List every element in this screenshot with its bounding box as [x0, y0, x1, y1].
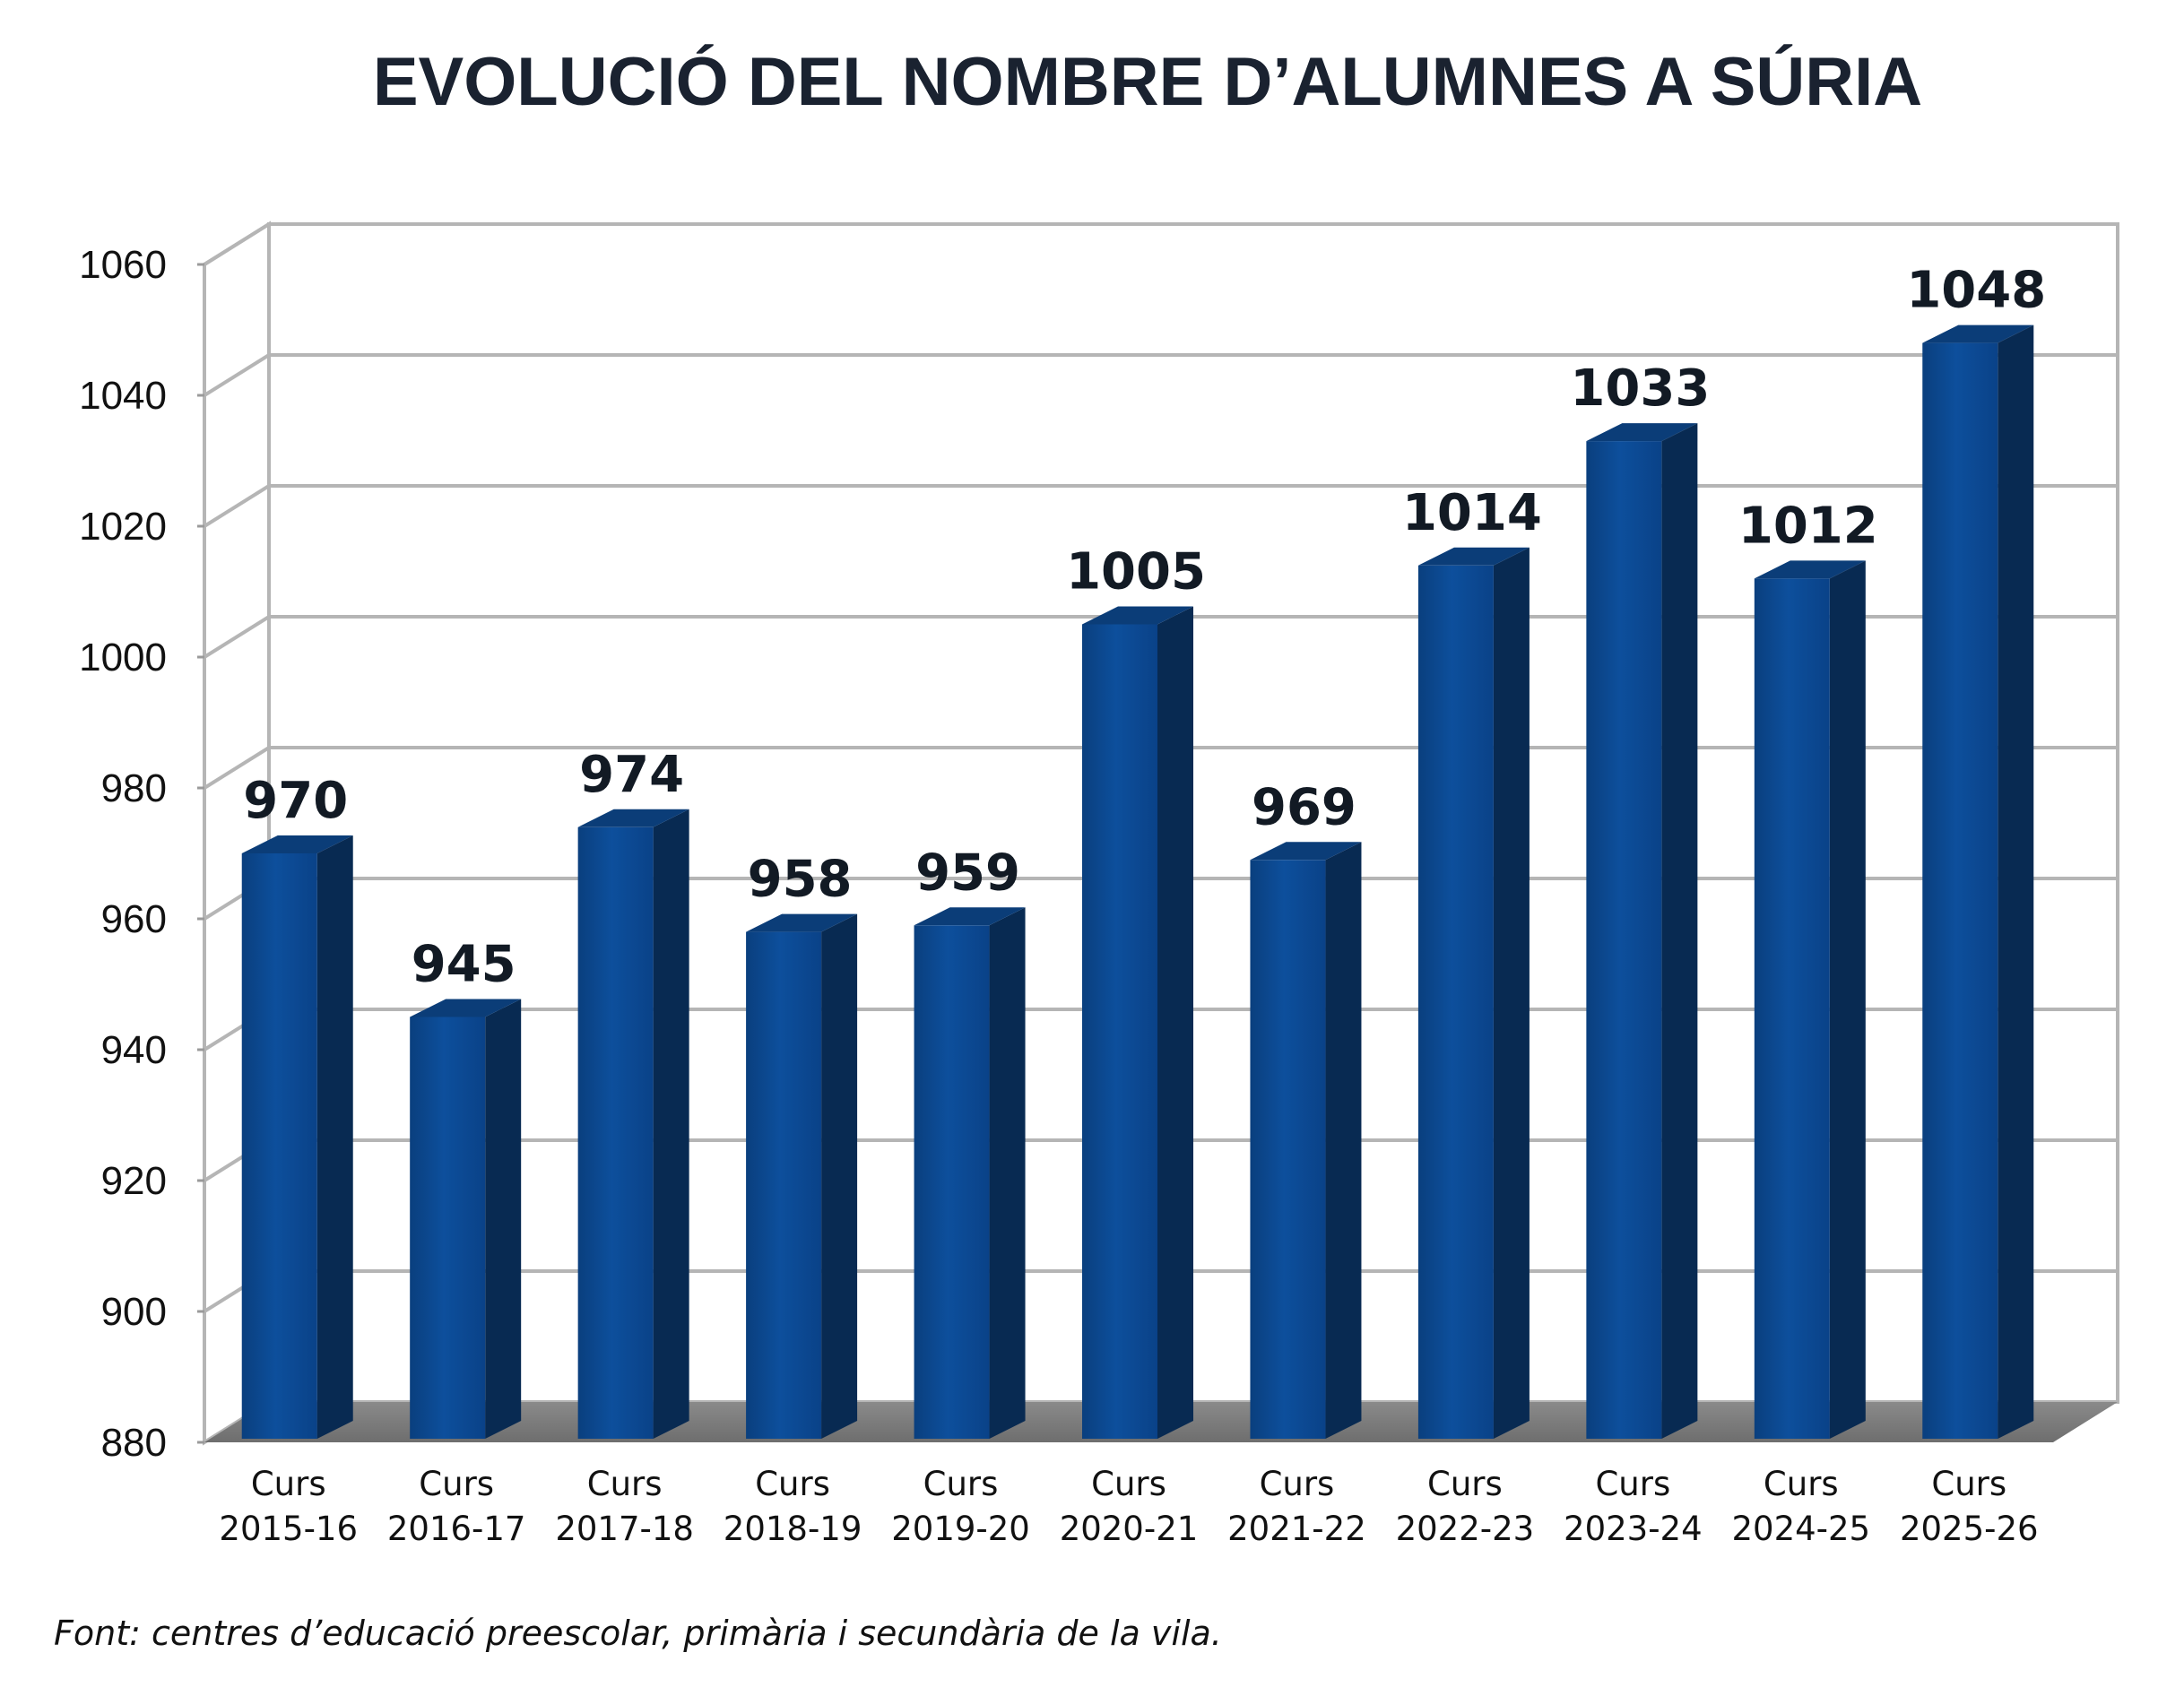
bar [1417, 547, 1530, 1439]
bar-side [1325, 842, 1362, 1439]
y-tick-label: 940 [101, 1028, 167, 1072]
bar-side [989, 907, 1026, 1439]
data-label: 1005 [1066, 543, 1206, 601]
gridline-side [203, 746, 271, 790]
y-tick-label: 1000 [79, 636, 167, 679]
category-labels: Curs 2015-16 Curs 2016-17 Curs 2017-18 Curs 201… [219, 1465, 2038, 1548]
bar-front [1250, 860, 1326, 1439]
x-tick-label: 2017-18 [555, 1510, 694, 1548]
x-tick-label: Curs [1764, 1465, 1839, 1503]
bar-top [1417, 547, 1530, 566]
bar-side [1157, 606, 1193, 1439]
bar-side [653, 809, 689, 1439]
y-tick-label: 960 [101, 897, 167, 941]
gridline-side [203, 222, 271, 266]
data-label: 959 [915, 844, 1020, 902]
x-tick-label: Curs [251, 1465, 326, 1503]
x-tick-label: Curs [587, 1465, 663, 1503]
bar-front [1417, 565, 1494, 1439]
bar-top [1082, 606, 1193, 625]
data-label: 1012 [1738, 497, 1878, 555]
x-tick-label: 2016-17 [387, 1510, 526, 1548]
x-tick-label: Curs [1260, 1465, 1335, 1503]
x-tick-label: Curs [1427, 1465, 1503, 1503]
x-tick-label: 2023-24 [1564, 1510, 1703, 1548]
bar-top [1250, 842, 1362, 861]
bar-top [746, 913, 858, 932]
bar-front [241, 853, 317, 1439]
x-tick-label: 2025-26 [1900, 1510, 2039, 1548]
bar-top [577, 809, 689, 827]
x-tick-label: 2020-21 [1060, 1510, 1199, 1548]
bar-top [410, 999, 522, 1017]
data-label: 1014 [1402, 484, 1542, 542]
bar-front [1082, 624, 1157, 1439]
bar-front [1586, 441, 1662, 1440]
x-tick-label: 2015-16 [219, 1510, 358, 1548]
x-tick-label: Curs [419, 1465, 494, 1503]
bar-side [821, 913, 858, 1439]
bars-layer [241, 324, 2034, 1440]
bar-top [914, 907, 1026, 926]
bar [1082, 606, 1193, 1439]
y-tick-label: 920 [101, 1159, 167, 1203]
bar [746, 913, 858, 1439]
bar-side [485, 999, 522, 1439]
y-tick-label: 900 [101, 1290, 167, 1334]
x-tick-label: 2018-19 [724, 1510, 862, 1548]
y-tick-label: 1060 [79, 243, 167, 287]
x-tick-label: 2019-20 [891, 1510, 1030, 1548]
gridline-side [203, 615, 271, 659]
bar-top [1754, 560, 1866, 579]
chart-title: EVOLUCIÓ DEL NOMBRE D’ALUMNES A SÚRIA [372, 44, 1923, 120]
bar-side [1829, 560, 1866, 1439]
bar-front [410, 1017, 486, 1439]
bar-top [241, 835, 353, 853]
data-label: 958 [748, 851, 853, 909]
x-tick-label: Curs [923, 1465, 999, 1503]
gridline-side [203, 484, 271, 528]
bar [1754, 560, 1866, 1439]
bar-front [1922, 342, 1998, 1440]
bar [914, 907, 1026, 1439]
bar-top [1922, 324, 2034, 343]
bar-front [577, 826, 654, 1439]
x-tick-label: 2024-25 [1732, 1510, 1871, 1548]
bar [241, 835, 353, 1439]
bar [1250, 842, 1362, 1439]
bar [410, 999, 522, 1439]
x-tick-label: Curs [755, 1465, 830, 1503]
source-note: Font: centres d’educació preescolar, pri… [54, 1614, 1222, 1653]
data-label: 969 [1252, 778, 1356, 836]
bar-front [746, 931, 822, 1439]
bar-side [1661, 423, 1698, 1440]
y-tick-label: 1040 [79, 374, 167, 418]
bar [1922, 324, 2034, 1440]
bar-front [914, 925, 990, 1439]
y-tick-label: 980 [101, 766, 167, 810]
bar [1586, 423, 1698, 1440]
data-label: 1048 [1906, 262, 2046, 320]
x-tick-label: 2021-22 [1227, 1510, 1366, 1548]
data-label: 945 [412, 936, 516, 994]
x-tick-label: Curs [1931, 1465, 2006, 1503]
data-label: 1033 [1570, 359, 1710, 418]
y-axis-ticks: 880 900 920 940 960 980 1000 1020 1040 1060 [79, 243, 204, 1465]
gridline-side [203, 353, 271, 397]
data-labels: 970 945 974 958 959 1005 969 1014 1033 1012 1048 [243, 262, 2046, 994]
data-label: 974 [579, 746, 684, 804]
x-tick-label: 2022-23 [1396, 1510, 1535, 1548]
x-tick-label: Curs [1595, 1465, 1670, 1503]
bar-side [1998, 324, 2034, 1440]
bar [577, 809, 689, 1439]
bar-side [316, 835, 353, 1439]
bar-front [1754, 578, 1830, 1439]
y-tick-label: 880 [101, 1421, 167, 1465]
bar-side [1493, 547, 1530, 1439]
y-tick-label: 1020 [79, 505, 167, 549]
bar-top [1586, 423, 1698, 442]
x-tick-label: Curs [1091, 1465, 1166, 1503]
data-label: 970 [243, 772, 348, 830]
